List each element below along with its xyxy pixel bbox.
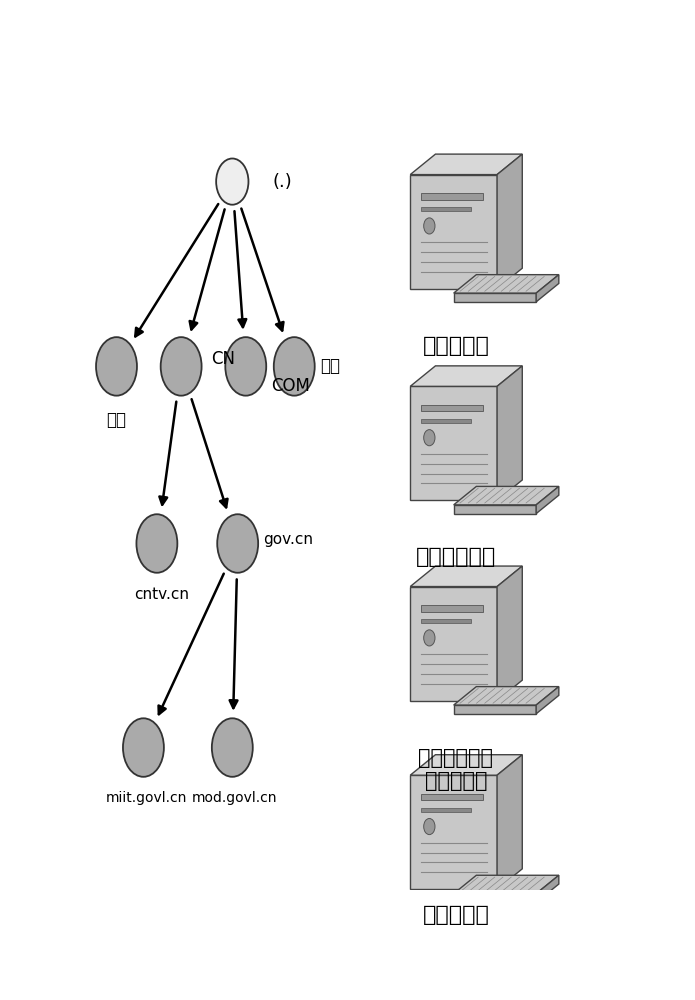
Text: miit.govl.cn: miit.govl.cn (106, 791, 187, 805)
Circle shape (161, 337, 202, 396)
Polygon shape (454, 687, 559, 705)
FancyBboxPatch shape (420, 193, 483, 200)
Polygon shape (536, 486, 559, 514)
Polygon shape (410, 366, 522, 386)
Circle shape (424, 818, 435, 835)
Polygon shape (497, 154, 522, 289)
Polygon shape (410, 175, 497, 289)
Text: 递归服务器: 递归服务器 (423, 905, 489, 925)
Polygon shape (497, 366, 522, 500)
Polygon shape (454, 894, 536, 902)
Circle shape (424, 630, 435, 646)
FancyBboxPatch shape (420, 605, 483, 612)
FancyBboxPatch shape (420, 808, 471, 812)
Polygon shape (536, 875, 559, 902)
FancyBboxPatch shape (420, 619, 471, 623)
Polygon shape (454, 275, 559, 293)
Text: 二级及二级以
下域名系统: 二级及二级以 下域名系统 (418, 748, 493, 791)
Polygon shape (410, 566, 522, 587)
Polygon shape (410, 587, 497, 701)
Text: mod.govl.cn: mod.govl.cn (193, 791, 278, 805)
FancyBboxPatch shape (420, 794, 483, 800)
Polygon shape (410, 154, 522, 175)
Circle shape (274, 337, 315, 396)
Text: 网络: 网络 (106, 411, 126, 429)
FancyBboxPatch shape (420, 419, 471, 423)
Circle shape (218, 514, 258, 573)
Text: (.): (.) (272, 173, 293, 191)
Circle shape (96, 337, 137, 396)
Polygon shape (536, 275, 559, 302)
Circle shape (424, 430, 435, 446)
Circle shape (212, 718, 253, 777)
Polygon shape (497, 566, 522, 701)
Text: 公司: 公司 (320, 357, 340, 375)
Polygon shape (454, 875, 559, 894)
Polygon shape (410, 755, 522, 775)
Polygon shape (454, 486, 559, 505)
Text: cntv.cn: cntv.cn (133, 587, 189, 602)
Polygon shape (536, 687, 559, 714)
Text: gov.cn: gov.cn (263, 532, 313, 547)
FancyBboxPatch shape (420, 405, 483, 411)
Circle shape (136, 514, 177, 573)
Polygon shape (454, 293, 536, 302)
Text: CN: CN (211, 350, 235, 368)
Polygon shape (454, 705, 536, 714)
Polygon shape (410, 775, 497, 889)
Circle shape (123, 718, 164, 777)
Text: 根域名系统: 根域名系统 (423, 336, 489, 356)
Text: 顶级域名系统: 顶级域名系统 (416, 547, 496, 567)
Polygon shape (410, 386, 497, 500)
Circle shape (225, 337, 266, 396)
Circle shape (424, 218, 435, 234)
FancyBboxPatch shape (420, 207, 471, 211)
Circle shape (216, 158, 249, 205)
Polygon shape (454, 505, 536, 514)
Text: COM: COM (272, 377, 311, 395)
Polygon shape (497, 755, 522, 889)
